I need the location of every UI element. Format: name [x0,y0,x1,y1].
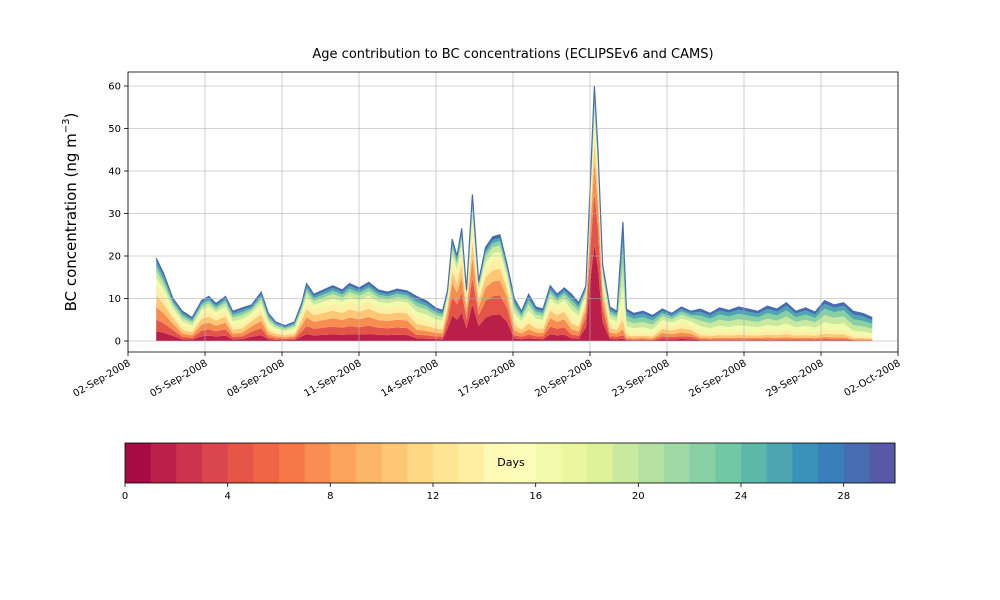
colorbar-cell-15 [510,443,537,483]
colorbar: 0 4 8 12 16 20 24 28 [122,442,896,502]
colorbar-cell-29 [869,443,896,483]
colorbar-cell-14 [484,443,511,483]
area-age-18-21-days [156,103,873,334]
colorbar-cell-27 [818,443,845,483]
area-age-15-18-days [156,114,873,337]
y-axis-label-text: BC concentration (ng m [62,133,80,311]
x-tick-label-14-Sep-2008: 14-Sep-2008 [379,358,440,400]
colorbar-cell-0 [125,443,152,483]
x-tick-label-02-Oct-2008: 02-Oct-2008 [842,358,902,399]
colorbar-cell-13 [458,443,485,483]
chart-title: Age contribution to BC concentrations (E… [312,47,713,62]
colorbar-cell-10 [381,443,408,483]
colorbar-cell-16 [535,443,562,483]
colorbar-tick-label-0: 0 [122,491,128,502]
y-tick-label-30: 30 [108,209,121,220]
y-tick-label-50: 50 [108,124,121,135]
colorbar-cell-20 [638,443,665,483]
area-age-21-24-days [156,96,873,330]
colorbar-label: Days [497,456,525,469]
colorbar-frame [124,442,896,484]
total-envelope-line [155,85,873,327]
x-tick-label-08-Sep-2008: 08-Sep-2008 [225,358,286,400]
colorbar-cell-2 [176,443,203,483]
x-tick-label-29-Sep-2008: 29-Sep-2008 [764,358,825,400]
colorbar-cell-3 [202,443,229,483]
x-tick-label-23-Sep-2008: 23-Sep-2008 [610,358,671,400]
colorbar-cell-7 [304,443,331,483]
colorbar-cell-28 [843,443,870,483]
colorbar-cell-19 [612,443,639,483]
x-tick-label-20-Sep-2008: 20-Sep-2008 [533,358,594,400]
colorbar-tick-label-28: 28 [837,491,850,502]
y-axis-label-superscript: −3 [61,118,72,133]
colorbar-cell-23 [715,443,742,483]
colorbar-cell-4 [227,443,254,483]
colorbar-cell-11 [407,443,434,483]
x-tick-label-17-Sep-2008: 17-Sep-2008 [456,358,517,400]
x-tick-label-26-Sep-2008: 26-Sep-2008 [687,358,748,400]
colorbar-tick-label-24: 24 [735,491,748,502]
y-tick-label-0: 0 [115,337,121,348]
y-tick-label-20: 20 [108,252,121,263]
colorbar-cell-18 [587,443,614,483]
stacked-area-layers [155,85,873,341]
colorbar-cell-26 [792,443,819,483]
colorbar-tick-label-8: 8 [327,491,333,502]
y-axis-label: BC concentration (ng m−3) [61,113,80,312]
y-tick-label-60: 60 [108,82,121,93]
colorbar-cell-17 [561,443,588,483]
colorbar-tick-label-16: 16 [529,491,542,502]
colorbar-cell-24 [741,443,768,483]
colorbar-cell-9 [356,443,383,483]
colorbar-cell-6 [279,443,306,483]
colorbar-cell-5 [253,443,280,483]
x-tick-label-02-Sep-2008: 02-Sep-2008 [71,358,132,400]
y-tick-label-10: 10 [108,294,121,305]
x-tick-label-05-Sep-2008: 05-Sep-2008 [148,358,209,400]
colorbar-cell-1 [150,443,177,483]
area-age-12-15-days [156,126,873,339]
x-tick-label-11-Sep-2008: 11-Sep-2008 [302,358,363,400]
colorbar-tick-label-12: 12 [427,491,440,502]
y-tick-label-40: 40 [108,167,121,178]
colorbar-cell-22 [689,443,716,483]
colorbar-cell-12 [433,443,460,483]
colorbar-tick-label-4: 4 [225,491,231,502]
area-age-27-30-days [156,86,873,327]
area-age-24-27-days [156,91,873,328]
colorbar-cell-8 [330,443,357,483]
colorbar-tick-label-20: 20 [632,491,645,502]
y-axis-label-close: ) [62,113,80,119]
colorbar-cell-25 [766,443,793,483]
colorbar-cell-21 [664,443,691,483]
